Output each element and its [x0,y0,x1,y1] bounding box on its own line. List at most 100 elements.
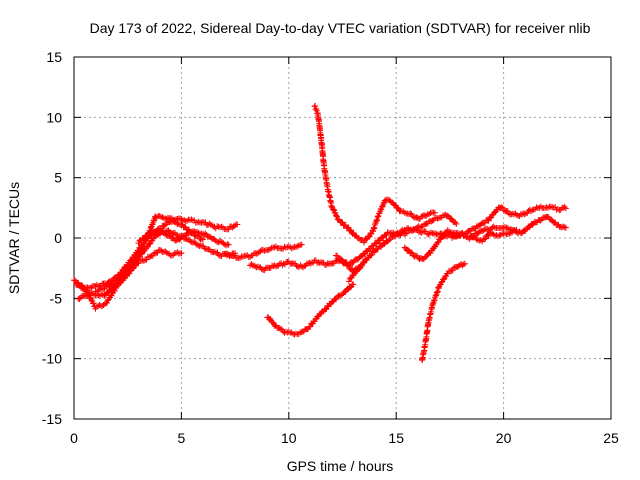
data-point-marker [211,248,218,255]
data-point-marker [385,237,392,244]
data-point-marker [508,226,515,233]
data-point-marker [176,236,183,243]
data-point-marker [562,224,569,231]
data-point-marker [504,230,511,237]
data-point-marker [444,212,451,219]
data-point-marker [166,251,173,258]
data-point-marker [344,224,351,231]
data-point-marker [181,217,188,224]
x-axis-label: GPS time / hours [287,458,394,474]
data-point-marker [307,323,314,330]
data-point-marker [242,252,249,259]
y-tick-label: 5 [54,170,62,186]
data-point-marker [335,216,342,223]
data-point-marker [422,228,429,235]
data-point-marker [123,268,130,275]
data-point-marker [261,247,268,254]
series-arc-8 [264,281,357,338]
data-point-marker [174,249,181,256]
data-point-marker [454,232,461,239]
data-point-marker [222,251,229,258]
data-point-marker [224,241,231,248]
data-point-marker [80,285,87,292]
data-point-marker [271,244,278,251]
series-arc-13 [418,260,468,364]
y-tick-label: 0 [54,230,62,246]
series-arc-7 [247,257,365,274]
data-point-marker [128,262,135,269]
data-point-marker [215,251,222,258]
data-point-marker [146,230,153,237]
data-point-marker [394,231,401,238]
series-arc-6 [221,241,305,262]
data-point-marker [159,214,166,221]
data-point-marker [134,253,141,260]
data-point-marker [288,245,295,252]
data-point-marker [223,250,230,257]
data-point-marker [562,205,569,212]
data-point-marker [197,242,204,249]
data-point-marker [88,296,95,303]
data-point-marker [185,230,192,237]
data-point-marker [312,102,319,109]
data-point-marker [473,236,480,243]
data-point-marker [522,210,529,217]
data-point-marker [469,233,476,240]
data-point-marker [258,266,265,273]
data-point-marker [158,247,165,254]
data-point-marker [332,212,339,219]
data-point-marker [405,246,412,253]
data-point-marker [513,212,520,219]
data-point-marker [397,207,404,214]
y-axis-label: SDTVAR / TECUs [6,182,22,294]
data-point-marker [156,213,163,220]
data-point-marker [439,233,446,240]
data-point-marker [446,228,453,235]
data-point-marker [163,249,170,256]
data-point-marker [449,267,456,274]
data-point-marker [76,295,83,302]
data-point-marker [378,206,385,213]
data-point-marker [298,241,305,248]
data-point-marker [494,233,501,240]
data-point-marker [133,254,140,261]
data-point-marker [191,228,198,235]
data-point-marker [100,286,107,293]
data-point-marker [307,260,314,267]
data-point-marker [195,229,202,236]
data-point-marker [295,242,302,249]
data-point-marker [184,217,191,224]
data-point-marker [431,209,438,216]
data-point-marker [212,237,219,244]
data-point-marker [234,221,241,228]
data-point-marker [323,261,330,268]
data-point-marker [447,215,454,222]
data-point-marker [175,220,182,227]
data-point-marker [379,203,386,210]
series-arc-9 [311,102,438,246]
data-point-marker [365,233,372,240]
x-tick-label: 10 [281,430,297,446]
data-point-marker [511,211,518,218]
data-point-marker [90,300,97,307]
data-point-marker [440,276,447,283]
data-point-marker [160,248,167,255]
y-tick-label: -15 [42,411,62,427]
data-point-marker [537,203,544,210]
data-point-marker [223,242,230,249]
series-arc-14 [449,203,569,241]
data-point-marker [189,239,196,246]
data-point-marker [130,265,137,272]
data-point-marker [142,257,149,264]
data-point-marker [390,229,397,236]
data-point-marker [169,215,176,222]
data-point-marker [146,241,153,248]
data-point-marker [502,224,509,231]
data-point-marker [367,252,374,259]
data-point-marker [337,255,344,262]
data-point-marker [178,250,185,257]
data-point-marker [155,229,162,236]
x-tick-label: 5 [178,430,186,446]
data-point-marker [453,220,460,227]
